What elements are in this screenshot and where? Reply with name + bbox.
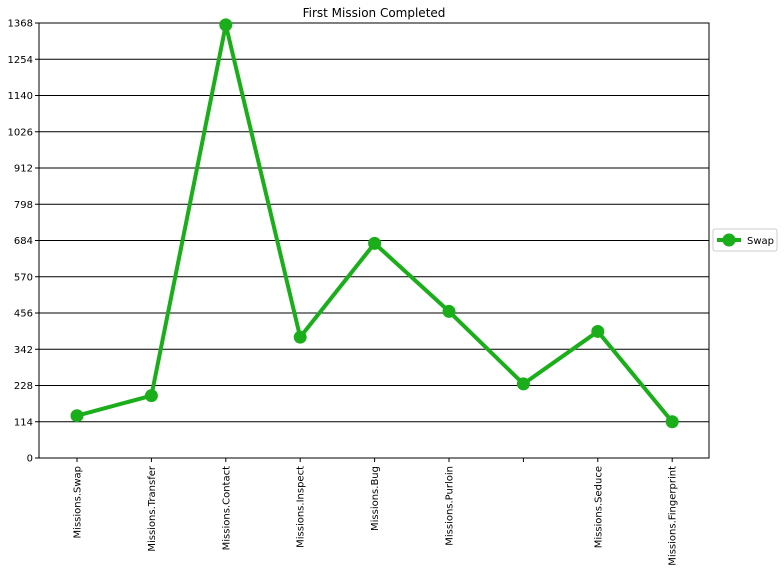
series-line-0 [76,22,674,424]
series-layer [70,18,679,429]
legend-label-swap: Swap [747,236,774,247]
data-point [144,389,158,403]
x-tick-label: Missions.Bug [370,466,381,531]
y-tick-label: 1254 [8,55,33,66]
x-tick-label: Missions.Seduce [593,466,604,548]
data-point [70,409,84,423]
x-tick-label: Missions.Swap [73,466,84,538]
x-axis: Missions.Swap Missions.Transfer Missions.C… [73,458,679,566]
data-point [219,18,233,32]
legend-swatch-marker [722,233,736,247]
y-axis: 0 114 228 342 456 570 684 798 912 1026 1140 1254 136… [8,19,39,465]
chart-title: First Mission Completed [303,6,446,20]
y-tick-label: 1140 [8,91,33,102]
y-tick-label: 1368 [8,19,33,30]
y-tick-label: 114 [14,417,33,428]
y-tick-label: 342 [14,345,33,356]
x-tick-label: Missions.Inspect [296,466,307,548]
y-tick-label: 912 [14,164,33,175]
x-tick-label: Missions.Fingerprint [668,466,679,566]
y-tick-label: 456 [14,309,33,320]
x-tick-label: Missions.Transfer [147,465,158,552]
data-point [293,330,307,344]
data-point [591,324,605,338]
data-point [368,236,382,250]
legend: Swap [712,228,778,252]
data-point [665,415,679,429]
x-tick-label: Missions.Contact [221,466,232,550]
y-tick-label: 1026 [8,127,33,138]
x-tick-label: Missions.Purloin [445,466,456,546]
y-tick-label: 0 [27,454,33,465]
y-tick-label: 684 [14,236,33,247]
y-tick-label: 228 [14,381,33,392]
data-point [516,377,530,391]
data-point [442,304,456,318]
y-tick-label: 798 [14,200,33,211]
y-tick-label: 570 [14,272,33,283]
